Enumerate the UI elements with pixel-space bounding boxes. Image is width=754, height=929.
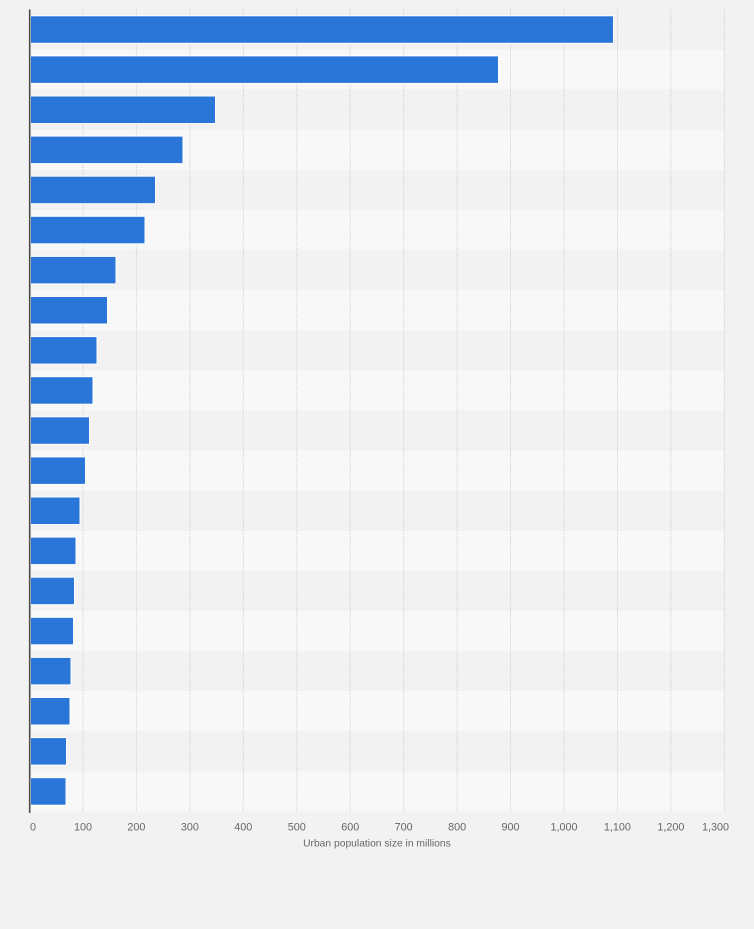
svg-text:900: 900 xyxy=(502,821,520,833)
svg-text:1,200: 1,200 xyxy=(657,821,684,833)
svg-text:0: 0 xyxy=(30,821,36,833)
svg-text:1,100: 1,100 xyxy=(604,821,631,833)
svg-text:400: 400 xyxy=(234,821,252,833)
svg-text:1,000: 1,000 xyxy=(550,821,577,833)
svg-text:200: 200 xyxy=(127,821,145,833)
svg-text:Urban population size in milli: Urban population size in millions xyxy=(303,839,451,850)
svg-text:500: 500 xyxy=(288,821,306,833)
svg-text:600: 600 xyxy=(341,821,359,833)
svg-text:800: 800 xyxy=(448,821,466,833)
svg-text:700: 700 xyxy=(395,821,413,833)
svg-text:1,300: 1,300 xyxy=(702,821,729,833)
svg-text:100: 100 xyxy=(74,821,92,833)
svg-text:300: 300 xyxy=(181,821,199,833)
